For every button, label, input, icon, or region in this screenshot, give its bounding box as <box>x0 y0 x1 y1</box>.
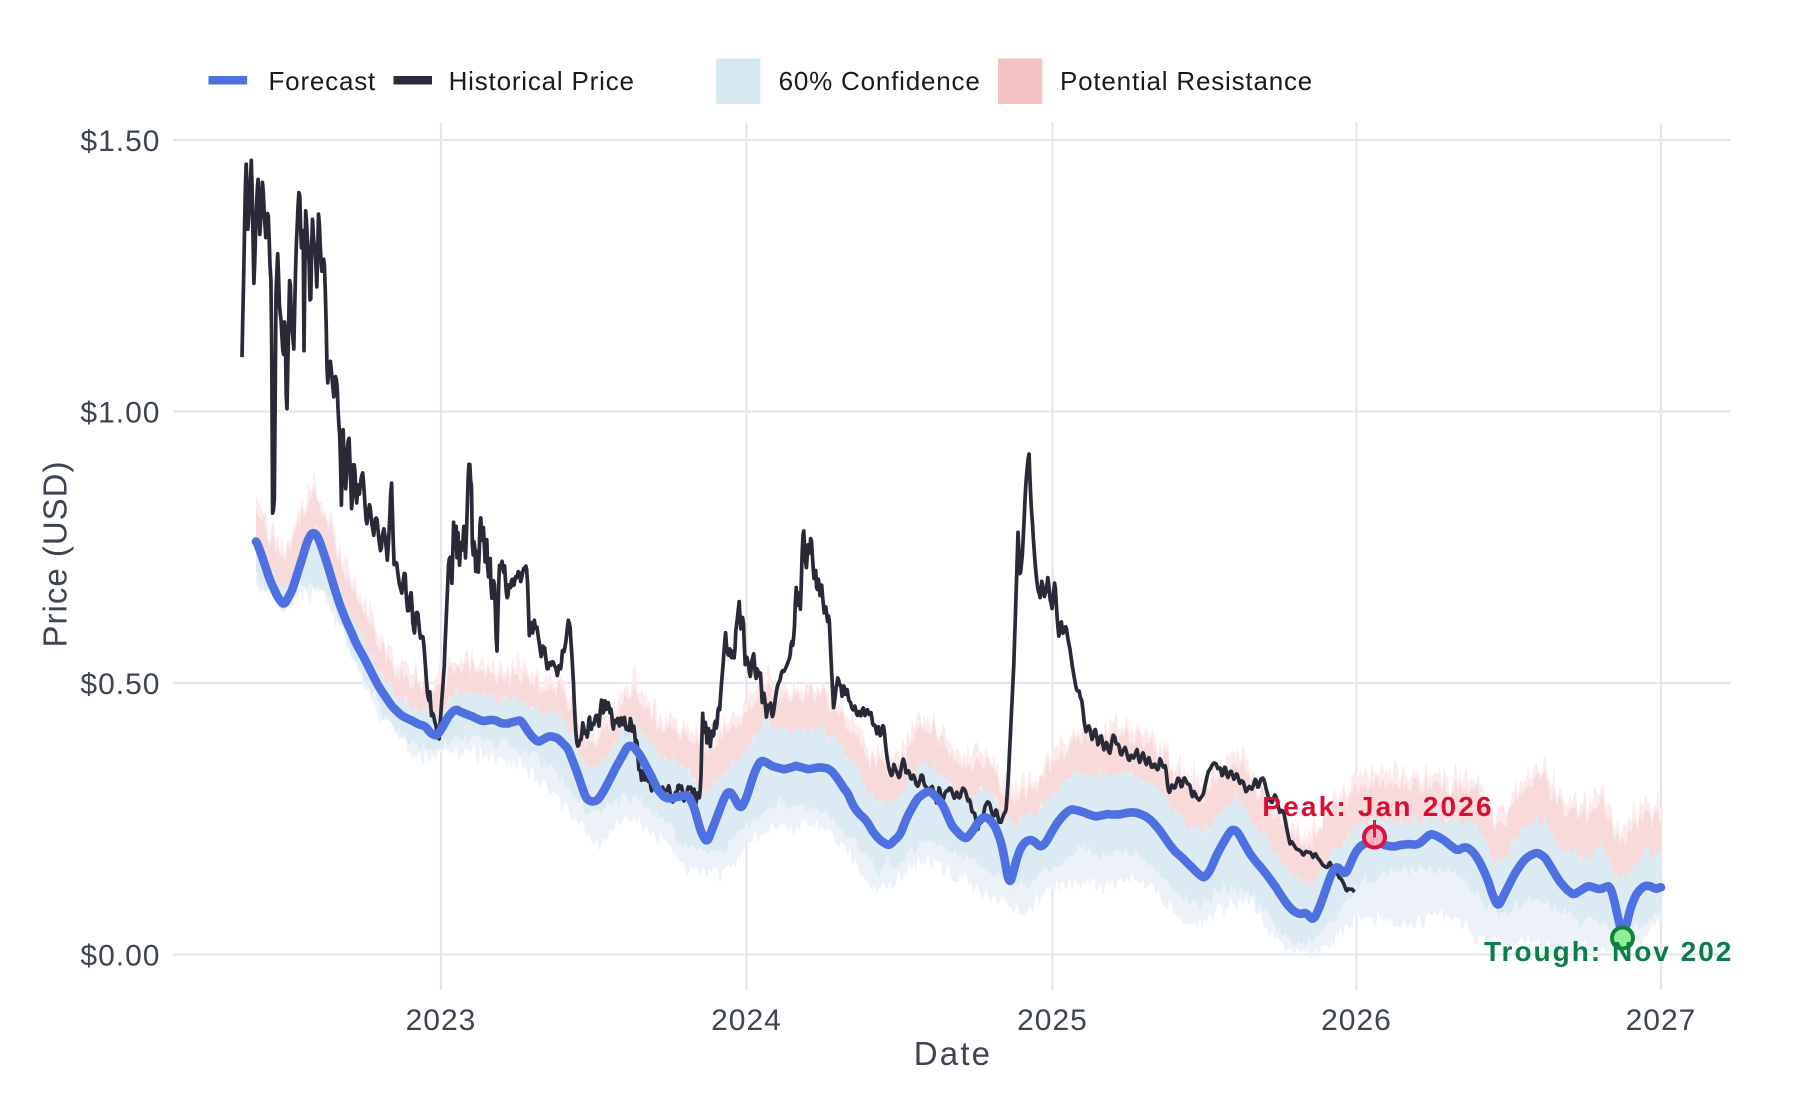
svg-text:2024: 2024 <box>711 1004 782 1037</box>
svg-text:$1.50: $1.50 <box>80 125 160 158</box>
svg-text:$0.50: $0.50 <box>80 668 160 701</box>
svg-text:Forecast: Forecast <box>269 66 377 96</box>
svg-text:Peak: Jan 2026: Peak: Jan 2026 <box>1262 791 1494 822</box>
svg-text:2023: 2023 <box>406 1004 477 1037</box>
svg-text:Price (USD): Price (USD) <box>37 460 74 647</box>
svg-text:Potential Resistance: Potential Resistance <box>1060 66 1313 96</box>
svg-text:Date: Date <box>914 1035 993 1072</box>
svg-text:$0.00: $0.00 <box>80 940 160 973</box>
svg-text:2026: 2026 <box>1321 1004 1392 1037</box>
svg-text:2025: 2025 <box>1017 1004 1088 1037</box>
svg-text:2027: 2027 <box>1626 1004 1697 1037</box>
svg-text:60% Confidence: 60% Confidence <box>779 66 981 96</box>
svg-text:Trough: Nov 2026: Trough: Nov 2026 <box>1484 936 1751 967</box>
svg-text:$1.00: $1.00 <box>80 397 160 430</box>
svg-text:Historical Price: Historical Price <box>449 66 635 96</box>
